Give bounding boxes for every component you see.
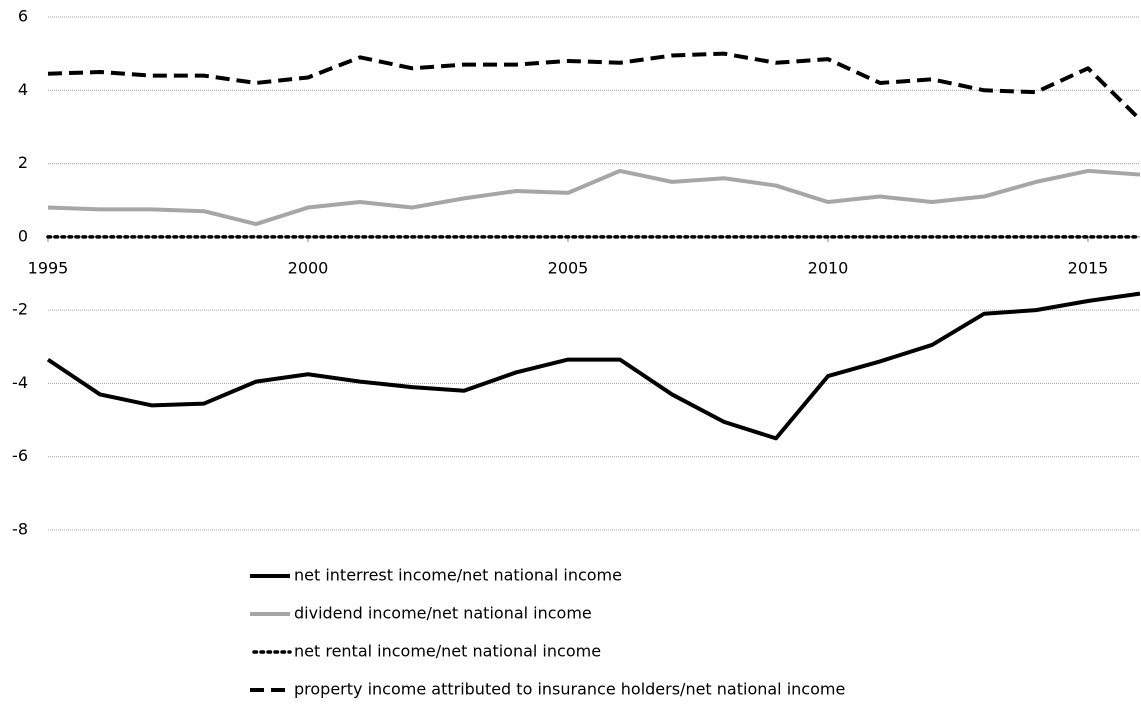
legend-label: dividend income/net national income xyxy=(294,604,592,623)
y-tick-label: -4 xyxy=(12,373,28,392)
y-tick-label: -2 xyxy=(12,300,28,319)
x-tick-label: 2015 xyxy=(1068,258,1109,277)
x-tick-label: 2005 xyxy=(548,258,589,277)
y-tick-label: -8 xyxy=(12,520,28,539)
y-tick-label: 0 xyxy=(18,226,28,245)
y-tick-label: 6 xyxy=(18,7,28,26)
legend-label: net rental income/net national income xyxy=(294,642,601,661)
series-line xyxy=(47,51,1141,122)
series-line xyxy=(47,168,1141,227)
y-tick-label: 4 xyxy=(18,80,28,99)
legend-label: property income attributed to insurance … xyxy=(294,680,845,699)
legend-label: net interrest income/net national income xyxy=(294,566,622,585)
x-tick-label: 2010 xyxy=(808,258,849,277)
x-tick-label: 1995 xyxy=(28,258,69,277)
y-tick-label: -6 xyxy=(12,446,28,465)
series-line xyxy=(46,291,1141,441)
x-tick-label: 2000 xyxy=(288,258,329,277)
y-tick-label: 2 xyxy=(18,153,28,172)
